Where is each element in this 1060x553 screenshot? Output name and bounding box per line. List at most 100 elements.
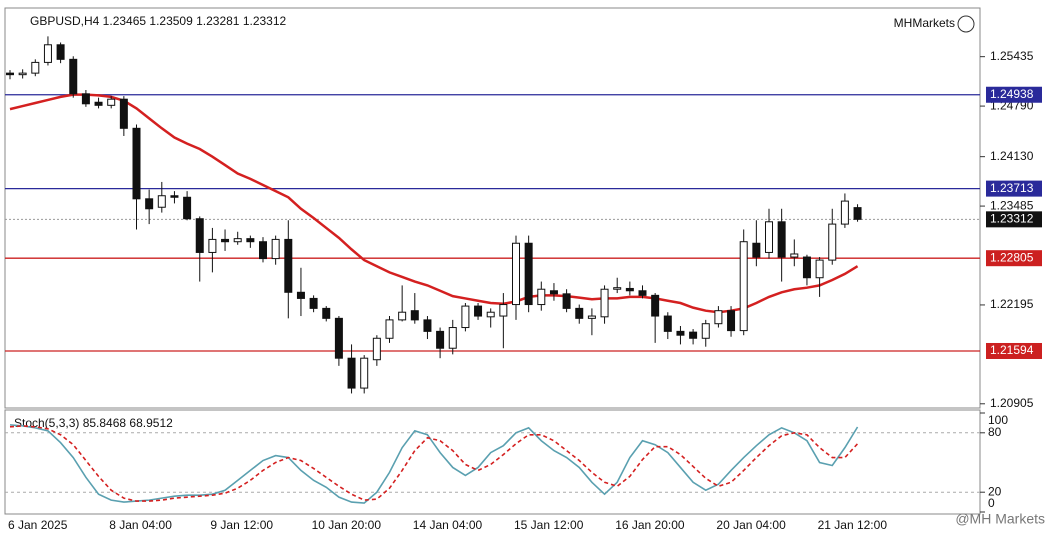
level-label-box [986, 250, 1042, 267]
candle-body [600, 288, 609, 318]
candle-body [309, 297, 318, 309]
candle-body [436, 330, 445, 349]
chart-title: GBPUSD,H4 1.23465 1.23509 1.23281 1.2331… [30, 14, 287, 28]
candle-body [170, 195, 179, 198]
candle-body [689, 331, 698, 339]
x-tick-label: 20 Jan 04:00 [716, 518, 786, 532]
brand-watermark: MHMarkets [894, 16, 955, 30]
candle-body [107, 98, 116, 106]
candle-body [81, 93, 90, 105]
current-price-label: 1.23312 [990, 212, 1034, 226]
candle-body [676, 330, 685, 336]
candle-body [157, 195, 166, 208]
footer-watermark: @MH Markets [955, 511, 1045, 527]
level-label-box [986, 342, 1042, 359]
candle-body [587, 315, 596, 319]
candle-body [638, 290, 647, 296]
level-label: 1.24938 [990, 87, 1034, 101]
candle-body [145, 198, 154, 210]
candle-body [221, 238, 230, 243]
candle-body [701, 323, 710, 339]
candle-body [651, 294, 660, 317]
candle-body [385, 319, 394, 339]
x-tick-label: 9 Jan 12:00 [210, 518, 273, 532]
candle-body [486, 311, 495, 318]
x-tick-label: 14 Jan 04:00 [413, 518, 483, 532]
y-tick-label: 1.25435 [990, 49, 1034, 63]
y-tick-label: 80 [988, 425, 1002, 439]
candle-body [790, 253, 799, 258]
candle-body [815, 259, 824, 279]
current-price-box [986, 211, 1042, 228]
candle-body [575, 307, 584, 319]
candle-body [499, 304, 508, 317]
main-panel [4, 7, 981, 409]
level-label: 1.23713 [990, 181, 1034, 195]
candle-body [372, 337, 381, 361]
candle-body [512, 242, 520, 306]
candle-body [663, 315, 672, 332]
candle-body [259, 241, 267, 260]
candle-body [132, 127, 141, 200]
y-tick-label: 100 [988, 413, 1008, 427]
x-tick-label: 21 Jan 12:00 [818, 518, 888, 532]
candle-body [562, 293, 571, 309]
candle-body [828, 223, 837, 261]
candle-body [31, 61, 40, 74]
y-tick-label: 1.22195 [990, 297, 1034, 311]
candle-body [183, 196, 192, 220]
candle-body [6, 72, 14, 76]
candle-body [714, 310, 723, 325]
x-tick-label: 15 Jan 12:00 [514, 518, 584, 532]
candle-body [410, 310, 419, 321]
candle-body [423, 319, 432, 332]
candle-body [461, 305, 470, 329]
x-tick-label: 10 Jan 20:00 [312, 518, 382, 532]
candle-body [625, 287, 634, 292]
candle-body [208, 238, 217, 253]
candle-body [246, 238, 255, 243]
candle-body [524, 242, 533, 306]
level-label-box [986, 180, 1042, 197]
candle-body [322, 307, 331, 319]
candle-body [94, 101, 103, 106]
candle-body [802, 256, 811, 279]
stoch-title: Stoch(5,3,3) 85.8468 68.9512 [14, 416, 173, 430]
y-tick-label: 1.24130 [990, 149, 1034, 163]
candle-body [537, 288, 546, 306]
candle-body [765, 221, 773, 253]
y-tick-label: 1.20905 [990, 396, 1034, 410]
candle-body [752, 242, 761, 258]
candle-body [18, 72, 27, 76]
y-tick-label: 0 [988, 496, 995, 510]
x-tick-label: 16 Jan 20:00 [615, 518, 685, 532]
candle-body [43, 44, 52, 63]
x-tick-label: 6 Jan 2025 [8, 518, 68, 532]
smiley-icon [957, 15, 975, 33]
level-label-box [986, 86, 1042, 103]
candle-body [233, 238, 242, 243]
candle-body [727, 310, 736, 332]
stoch-panel [4, 409, 981, 515]
candle-body [853, 207, 862, 220]
y-tick-label: 20 [988, 484, 1002, 498]
y-tick-label: 1.23485 [990, 198, 1034, 212]
candle-body [398, 311, 407, 321]
candle-body [119, 98, 128, 129]
candle-body [360, 357, 369, 389]
level-label: 1.22805 [990, 250, 1034, 264]
candle-body [347, 357, 356, 389]
candle-body [271, 238, 280, 260]
candle-body [69, 58, 78, 95]
candle-body [56, 44, 65, 60]
candle-body [613, 287, 622, 290]
candle-body [195, 218, 204, 253]
candle-body [296, 291, 305, 299]
candle-body [739, 241, 748, 332]
candle-body [334, 317, 343, 359]
level-label: 1.21594 [990, 343, 1034, 357]
candle-body [840, 200, 849, 225]
candle-body [474, 305, 483, 317]
candle-body [777, 221, 786, 258]
